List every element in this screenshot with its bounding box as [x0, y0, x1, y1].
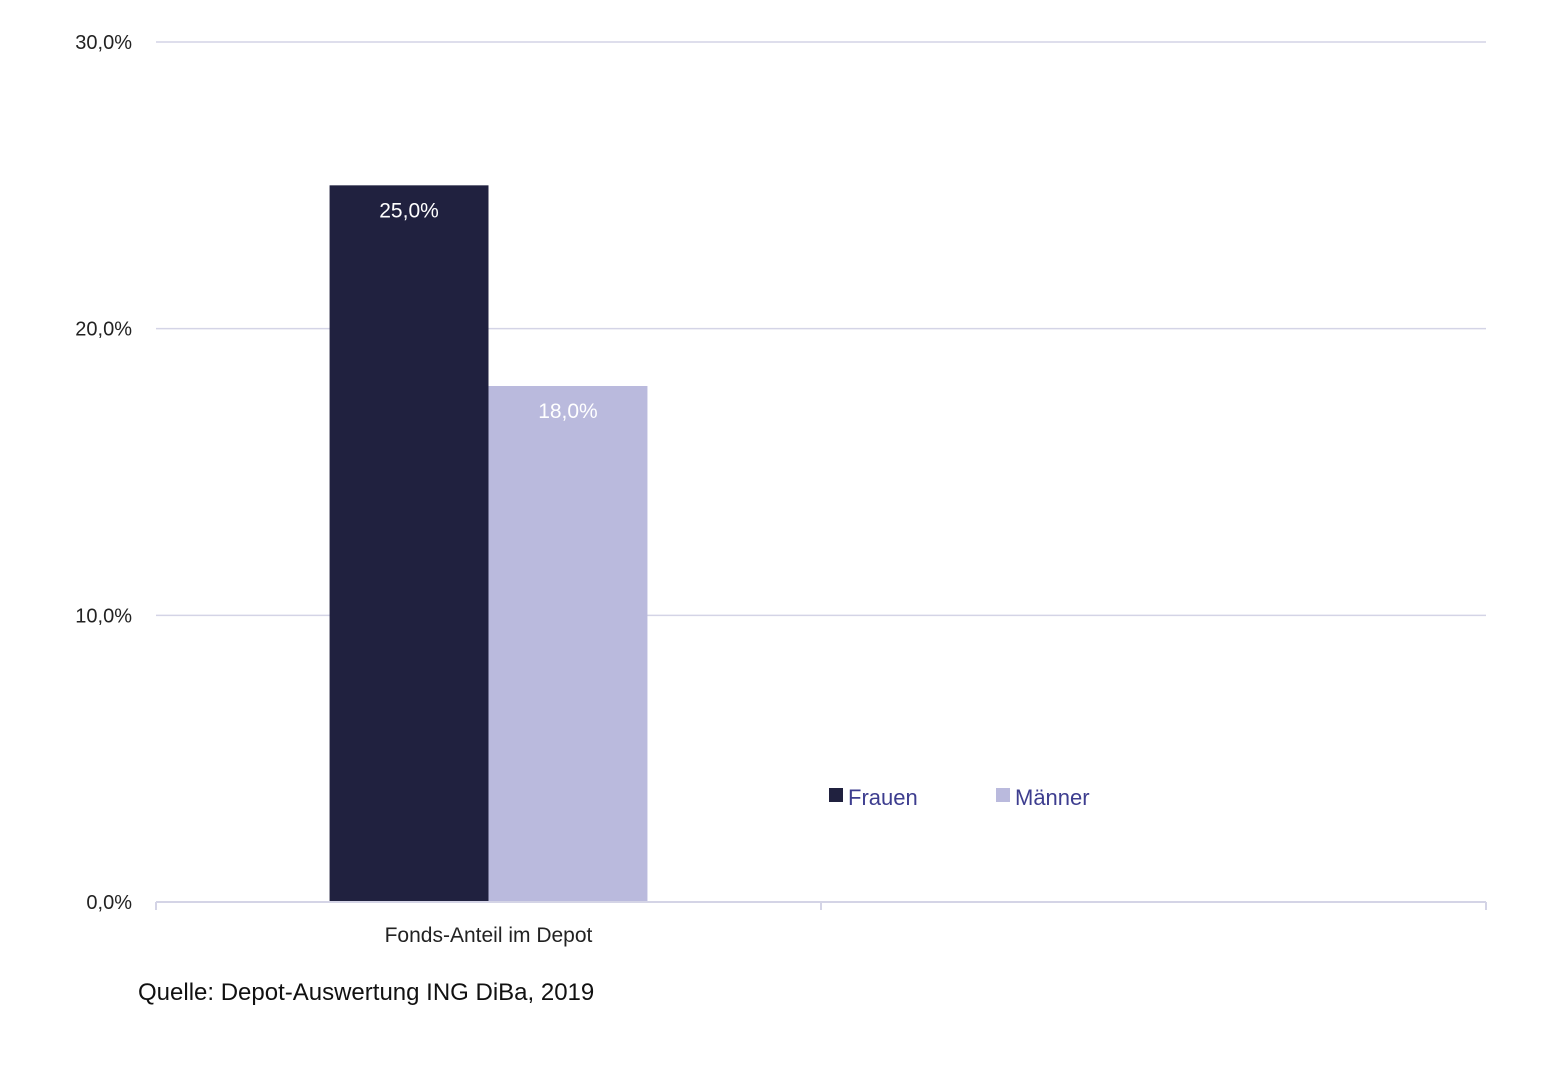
x-axis [155, 901, 1487, 910]
x-axis-category-labels: Fonds-Anteil im Depot [385, 924, 593, 947]
bar-m-nner [488, 386, 648, 902]
y-tick-label: 20,0% [75, 319, 132, 341]
legend: Frauen Männer [829, 785, 1090, 810]
x-category-label: Fonds-Anteil im Depot [385, 924, 593, 947]
data-label: 25,0% [379, 199, 439, 222]
legend-swatch [829, 788, 843, 802]
legend-label: Männer [1015, 785, 1090, 810]
legend-swatch [996, 788, 1010, 802]
y-tick-label: 10,0% [75, 605, 132, 627]
y-tick-label: 30,0% [75, 32, 132, 54]
y-axis-tick-labels: 0,0% 10,0% 20,0% 30,0% [75, 32, 132, 914]
data-label: 18,0% [538, 400, 598, 423]
source-note: Quelle: Depot-Auswertung ING DiBa, 2019 [138, 979, 595, 1006]
legend-label: Frauen [848, 785, 918, 810]
bar-frauen [329, 185, 489, 903]
data-labels: 25,0% 18,0% [379, 199, 597, 423]
bars [329, 185, 648, 903]
y-tick-label: 0,0% [86, 892, 132, 914]
